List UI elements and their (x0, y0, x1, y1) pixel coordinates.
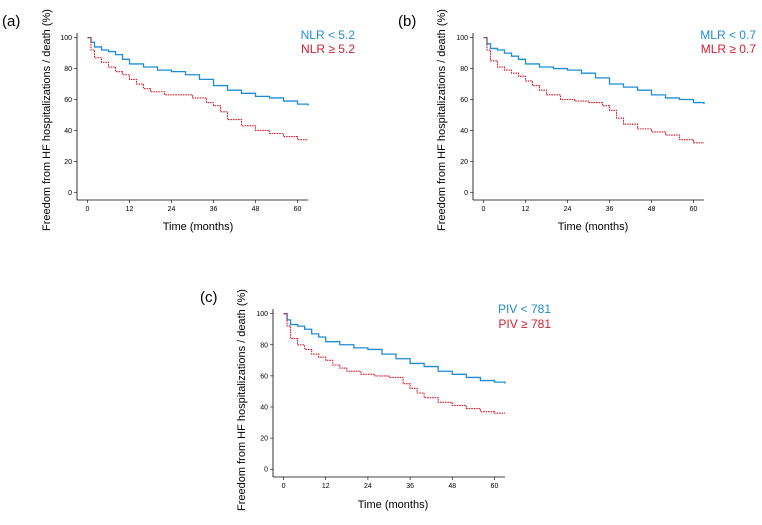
y-tick-label: 20 (260, 436, 268, 443)
y-tick-label: 60 (64, 97, 72, 104)
x-tick-label: 36 (606, 206, 614, 213)
x-tick-label: 36 (406, 483, 414, 490)
series-line-red (87, 37, 308, 141)
y-tick-label: 40 (64, 128, 72, 135)
x-tick-label: 24 (564, 206, 572, 213)
series-line-blue (283, 313, 506, 384)
legend-entry-red: PIV ≥ 781 (498, 317, 551, 331)
y-tick-label: 0 (264, 467, 268, 474)
x-tick-label: 24 (364, 483, 372, 490)
y-axis-title: Freedom from HF hospitalizations / death… (436, 9, 448, 231)
y-tick-label: 60 (460, 97, 468, 104)
y-tick-label: 20 (460, 159, 468, 166)
y-axis-title: Freedom from HF hospitalizations / death… (236, 289, 248, 511)
x-tick-label: 48 (648, 206, 656, 213)
y-tick-label: 60 (260, 373, 268, 380)
y-tick-label: 100 (256, 311, 268, 318)
x-tick-label: 0 (482, 206, 486, 213)
x-tick-label: 60 (491, 483, 499, 490)
x-tick-label: 48 (448, 483, 456, 490)
x-axis-title: Time (months) (358, 499, 429, 511)
legend-entry-red: NLR ≥ 5.2 (301, 42, 355, 56)
panel-c: (c) Freedom from HF hospitalizations / d… (200, 289, 551, 511)
x-tick-label: 12 (322, 483, 330, 490)
legend-entry-blue: MLR < 0.7 (700, 28, 756, 42)
panel-b: (b) Freedom from HF hospitalizations / d… (398, 9, 756, 233)
y-tick-label: 0 (464, 190, 468, 197)
y-tick-label: 100 (456, 35, 468, 42)
legend-entry-blue: PIV < 781 (498, 302, 551, 316)
x-tick-label: 36 (210, 206, 218, 213)
panel-a: (a) Freedom from HF hospitalizations / d… (2, 9, 355, 233)
series-line-blue (87, 36, 309, 106)
x-axis-title: Time (months) (558, 221, 629, 233)
x-tick-label: 12 (522, 206, 530, 213)
y-tick-label: 80 (64, 66, 72, 73)
y-tick-label: 40 (260, 405, 268, 412)
x-tick-label: 12 (126, 206, 134, 213)
legend-entry-red: MLR ≥ 0.7 (701, 42, 757, 56)
panel-label: (c) (200, 289, 218, 306)
y-tick-label: 0 (68, 190, 72, 197)
x-tick-label: 60 (690, 206, 698, 213)
panel-label: (a) (2, 13, 20, 30)
y-tick-label: 80 (260, 342, 268, 349)
y-axis-title: Freedom from HF hospitalizations / death… (41, 9, 53, 231)
y-tick-label: 20 (64, 159, 72, 166)
x-axis-title: Time (months) (163, 221, 234, 233)
x-tick-label: 60 (294, 206, 302, 213)
x-tick-label: 48 (252, 206, 260, 213)
panel-label: (b) (398, 13, 416, 30)
x-tick-label: 0 (282, 483, 286, 490)
x-tick-label: 24 (168, 206, 176, 213)
y-tick-label: 40 (460, 128, 468, 135)
series-line-blue (483, 36, 705, 105)
series-line-red (483, 37, 704, 144)
y-tick-label: 100 (60, 35, 72, 42)
y-tick-label: 80 (460, 66, 468, 73)
legend-entry-blue: NLR < 5.2 (301, 28, 356, 42)
series-line-red (283, 313, 505, 414)
x-tick-label: 0 (86, 206, 90, 213)
